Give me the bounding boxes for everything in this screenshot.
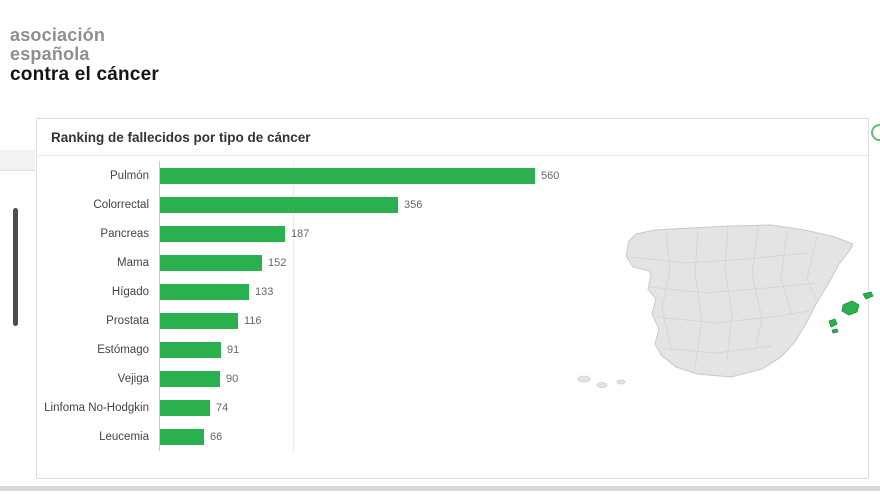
bar-row: Hígado 133 [37, 277, 597, 306]
bar-value-label: 356 [404, 198, 423, 211]
info-circle-button[interactable] [871, 124, 880, 141]
logo-line-3: contra el cáncer [10, 64, 159, 85]
map-region-canary-3[interactable] [616, 379, 626, 385]
bar-value-label: 116 [244, 314, 262, 327]
bar-category-label: Linfoma No-Hodgkin [44, 401, 149, 414]
bar-track: 133 [159, 277, 597, 306]
bar-row: Estómago 91 [37, 335, 597, 364]
bar[interactable] [160, 283, 249, 300]
bar-category-label: Vejiga [117, 372, 149, 385]
chart-gridline [293, 161, 294, 451]
page-header: asociación española contra el cáncer [0, 0, 880, 112]
bar[interactable] [160, 341, 221, 358]
bar-row: Leucemia 66 [37, 422, 597, 451]
bar-track: 91 [159, 335, 597, 364]
bar-row: Pancreas 187 [37, 219, 597, 248]
background-panel-fragment [0, 150, 35, 171]
bar-row: Mama 152 [37, 248, 597, 277]
logo-line-1: asociación [10, 25, 106, 45]
bar-category-label: Hígado [111, 285, 149, 298]
bar-track: 74 [159, 393, 597, 422]
bar-track: 187 [159, 219, 597, 248]
bar-value-label: 152 [268, 256, 287, 269]
map-region-formentera[interactable] [831, 328, 839, 334]
bar-value-label: 91 [227, 343, 240, 356]
bar-category-label: Mama [117, 256, 149, 269]
bar-track: 152 [159, 248, 597, 277]
bottom-divider-bar [0, 486, 880, 491]
bar-category-label: Colorrectal [93, 198, 149, 211]
bar-value-label: 187 [291, 227, 310, 240]
bar-value-label: 66 [210, 430, 223, 443]
ranking-panel: Ranking de fallecidos por tipo de cáncer… [36, 118, 880, 479]
map-region-canary-1[interactable] [577, 375, 591, 383]
bar-value-label: 133 [255, 285, 274, 298]
bar-chart-rows: Pulmón 560 Colorrectal 356 Pancreas 187 Mama 15… [37, 161, 597, 451]
spain-map [566, 199, 880, 394]
bar-track: 560 [159, 161, 597, 190]
bar-track: 116 [159, 306, 597, 335]
bar-category-label: Pancreas [100, 227, 149, 240]
map-region-ibiza[interactable] [828, 318, 838, 328]
bar-track: 90 [159, 364, 597, 393]
bar-chart: Pulmón 560 Colorrectal 356 Pancreas 187 Mama 15… [37, 161, 597, 451]
map-region-canary-2[interactable] [596, 382, 608, 388]
bar-value-label: 90 [226, 372, 239, 385]
bar-value-label: 560 [541, 169, 560, 182]
vertical-scrollbar-thumb[interactable] [13, 208, 18, 326]
bar-row: Vejiga 90 [37, 364, 597, 393]
map-region-mallorca[interactable] [841, 300, 860, 316]
bar-row: Prostata 116 [37, 306, 597, 335]
bar[interactable] [160, 312, 238, 329]
bar-category-label: Pulmón [110, 169, 149, 182]
spain-peninsula-region[interactable] [625, 224, 854, 378]
bar[interactable] [160, 399, 210, 416]
bar-row: Pulmón 560 [37, 161, 597, 190]
bar-category-label: Leucemia [99, 430, 149, 443]
logo-line-2: española [10, 44, 90, 64]
bar-track: 356 [159, 190, 597, 219]
bar[interactable] [160, 225, 285, 242]
bar-category-label: Prostata [106, 314, 149, 327]
province-borders [629, 225, 819, 370]
bar-row: Colorrectal 356 [37, 190, 597, 219]
bar[interactable] [160, 254, 262, 271]
bar[interactable] [160, 196, 398, 213]
aecc-logo: asociación española contra el cáncer [10, 25, 159, 86]
bar-track: 66 [159, 422, 597, 451]
spain-map-svg [577, 224, 874, 388]
panel-title: Ranking de fallecidos por tipo de cáncer [37, 119, 868, 156]
bar[interactable] [160, 428, 204, 445]
bar-category-label: Estómago [97, 343, 149, 356]
bar[interactable] [160, 167, 535, 184]
bar-value-label: 74 [216, 401, 229, 414]
map-region-menorca[interactable] [862, 291, 874, 300]
bar-row: Linfoma No-Hodgkin 74 [37, 393, 597, 422]
bar[interactable] [160, 370, 220, 387]
